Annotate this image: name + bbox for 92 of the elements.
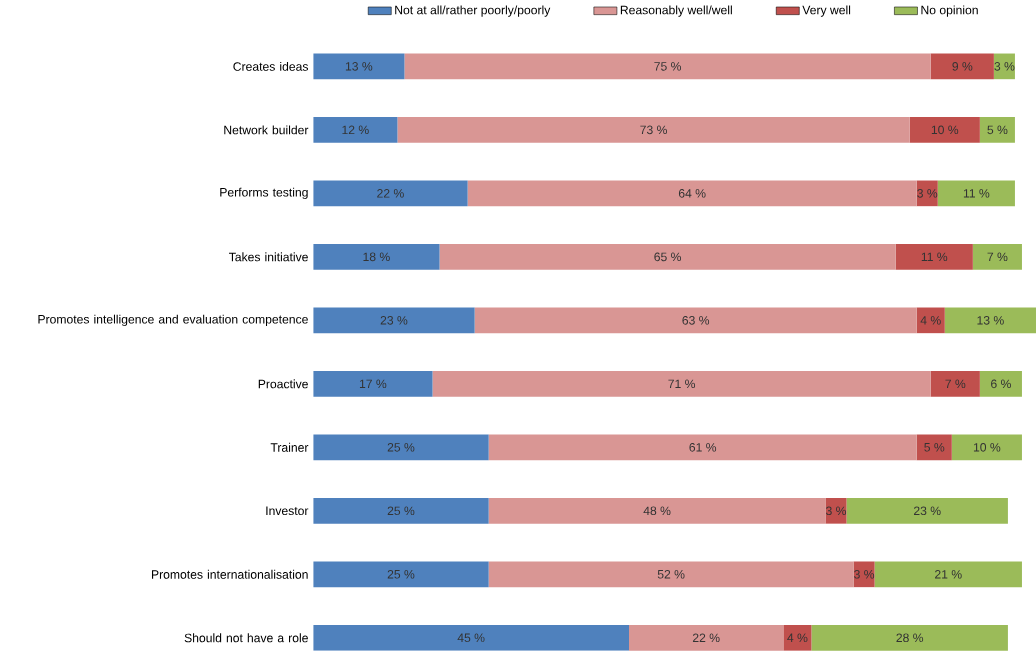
data-label: 75 %: [654, 62, 682, 71]
bar: [972, 244, 1022, 270]
data-label: 61 %: [689, 443, 717, 452]
bar: [909, 117, 980, 143]
bar: [895, 244, 973, 270]
data-label: 12 %: [342, 125, 369, 135]
data-label: 71 %: [668, 379, 696, 389]
data-label: 11 %: [921, 252, 948, 262]
data-label: 18 %: [363, 252, 390, 262]
data-label: 25 %: [387, 570, 415, 579]
data-label: 5 %: [987, 125, 1008, 135]
bar: [313, 498, 489, 524]
bar: [397, 117, 910, 143]
data-label: 5 %: [924, 443, 945, 452]
bar: [488, 498, 826, 524]
bar: [432, 371, 931, 397]
data-label: 52 %: [657, 570, 685, 579]
data-label: 22 %: [692, 633, 720, 643]
data-label: 13 %: [977, 316, 1004, 325]
data-label: 73 %: [640, 125, 667, 135]
bar: [313, 117, 398, 143]
y-tick-label: Trainer: [270, 443, 309, 453]
bar: [916, 434, 952, 461]
y-tick-label: Should not have a role: [184, 633, 308, 643]
bar: [467, 180, 917, 207]
bar: [488, 434, 917, 461]
bar: [313, 180, 468, 207]
bar: [439, 244, 896, 270]
data-label: 23 %: [913, 506, 941, 516]
y-tick-label: Network builder: [224, 125, 309, 135]
bar: [979, 371, 1022, 397]
data-label: 48 %: [643, 506, 671, 516]
bar: [825, 498, 847, 524]
legend-label: Very well: [802, 5, 851, 17]
data-label: 9 %: [952, 62, 973, 71]
bar: [488, 561, 854, 588]
data-label: 23 %: [380, 316, 408, 325]
data-label: 13 %: [345, 62, 373, 71]
data-label: 3 %: [994, 62, 1015, 71]
y-tick-label: Investor: [266, 506, 309, 516]
data-label: 7 %: [987, 252, 1008, 262]
data-label: 25 %: [387, 443, 415, 452]
bar: [313, 434, 489, 461]
bar: [313, 561, 489, 588]
data-label: 21 %: [935, 570, 962, 579]
bar: [629, 625, 784, 651]
bar: [313, 307, 475, 334]
legend-label: Not at all/rather poorly/poorly: [395, 5, 551, 17]
bar: [846, 498, 1008, 524]
data-label: 3 %: [854, 570, 875, 579]
y-tick-label: Promotes internationalisation: [151, 570, 308, 579]
data-label: 3 %: [826, 506, 847, 516]
data-label: 22 %: [377, 189, 404, 198]
bar: [930, 371, 980, 397]
data-label: 25 %: [387, 506, 415, 516]
y-tick-label: Takes initiative: [229, 252, 308, 262]
data-label: 65 %: [654, 252, 682, 262]
bar: [944, 307, 1036, 334]
bar: [474, 307, 917, 334]
legend-label: Reasonably well/well: [620, 5, 732, 17]
data-label: 17 %: [359, 379, 387, 389]
bar: [313, 371, 433, 397]
data-label: 45 %: [457, 633, 485, 643]
bar: [811, 625, 1008, 651]
bar: [783, 625, 812, 651]
bar: [853, 561, 875, 588]
bar: [313, 53, 405, 80]
data-label: 4 %: [787, 633, 808, 643]
data-label: 10 %: [931, 125, 959, 135]
bar: [313, 244, 440, 270]
y-tick-label: Proactive: [258, 379, 308, 389]
legend-label: No opinion: [921, 5, 978, 17]
data-label: 7 %: [945, 379, 966, 389]
data-label: 3 %: [917, 189, 938, 198]
data-label: 10 %: [973, 443, 1001, 452]
bar: [951, 434, 1022, 461]
bar: [404, 53, 931, 80]
data-label: 11 %: [963, 189, 990, 198]
data-label: 6 %: [991, 379, 1011, 389]
bar: [937, 180, 1015, 207]
bar: [916, 307, 945, 334]
y-tick-label: Promotes intelligence and evaluation competence: [38, 314, 308, 327]
y-tick-label: Performs testing: [220, 187, 308, 200]
y-tick-label: Creates ideas: [233, 62, 308, 72]
data-label: 63 %: [682, 316, 710, 325]
bar: [313, 625, 630, 651]
data-label: 4 %: [920, 316, 941, 325]
data-label: 28 %: [896, 633, 924, 643]
bar: [930, 53, 994, 80]
data-label: 64 %: [678, 189, 706, 198]
bar: [979, 117, 1015, 143]
bar: [874, 561, 1022, 588]
